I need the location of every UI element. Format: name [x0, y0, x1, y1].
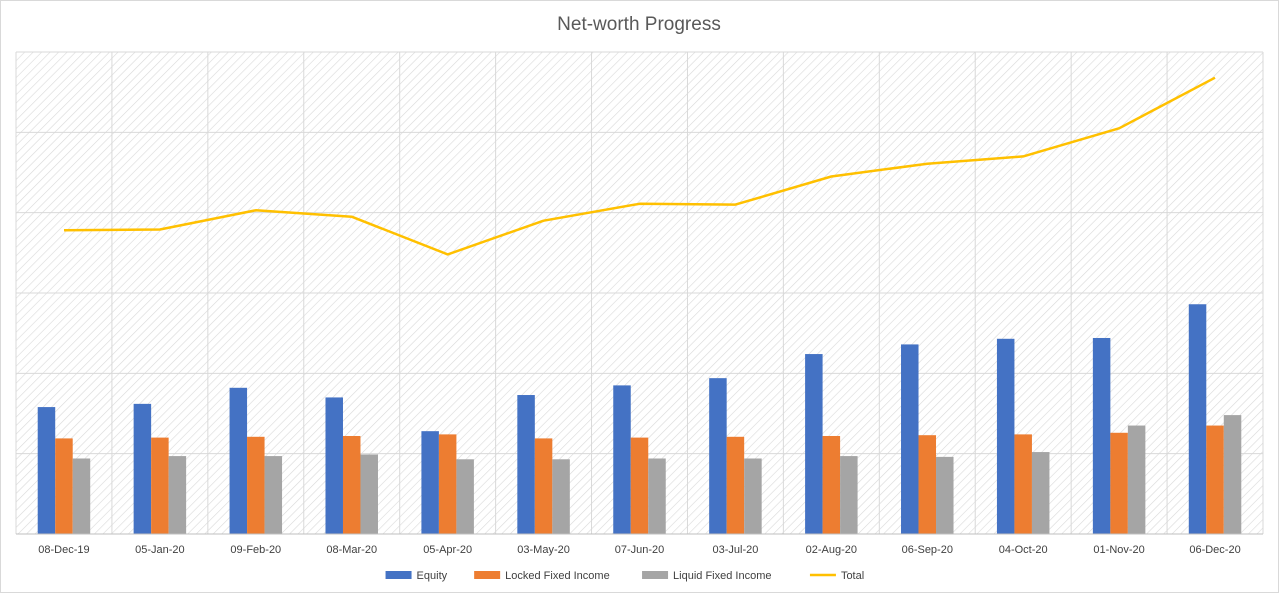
- legend: Equity Locked Fixed Income Liquid Fixed In…: [385, 570, 864, 582]
- bar-liquid-fixed-income: [840, 456, 858, 534]
- legend-label: Locked Fixed Income: [505, 570, 610, 582]
- bar-liquid-fixed-income: [648, 458, 666, 534]
- bar-equity: [1092, 337, 1111, 534]
- bar-locked-fixed-income: [1110, 432, 1128, 534]
- x-tick-label: 07-Jun-20: [615, 544, 665, 556]
- legend-item: Total: [809, 570, 864, 582]
- line-total: [63, 76, 1216, 256]
- chart-title: Net-worth Progress: [557, 14, 721, 35]
- bar-locked-fixed-income: [822, 435, 841, 534]
- bar-equity: [37, 407, 56, 534]
- bar-locked-fixed-income: [630, 437, 649, 534]
- bar-locked-fixed-income: [151, 437, 169, 534]
- bar-liquid-fixed-income: [552, 459, 570, 534]
- bar-locked-fixed-income: [247, 436, 265, 534]
- x-tick-label: 09-Feb-20: [230, 544, 281, 556]
- x-tick-label: 05-Apr-20: [423, 544, 472, 556]
- bar-equity: [325, 397, 343, 534]
- legend-label: Liquid Fixed Income: [673, 570, 771, 582]
- bar-equity: [805, 354, 823, 534]
- bar-locked-fixed-income: [918, 435, 937, 534]
- bar-liquid-fixed-income: [456, 459, 474, 534]
- x-tick-label: 06-Sep-20: [902, 544, 953, 556]
- bar-equity: [421, 431, 439, 534]
- plot-area: 08-Dec-19 05-Jan-20 09-Feb-20 08-Mar-20 05-A…: [15, 51, 1264, 556]
- x-tick-label: 08-Dec-19: [38, 544, 89, 556]
- legend-item: Equity: [385, 570, 448, 582]
- bar-equity: [1188, 304, 1207, 534]
- bar-liquid-fixed-income: [1031, 452, 1050, 534]
- bar-locked-fixed-income: [726, 436, 745, 534]
- bar-locked-fixed-income: [534, 438, 553, 534]
- bar-equity: [996, 338, 1015, 534]
- legend-swatch: [642, 571, 669, 579]
- legend-swatch: [385, 571, 412, 579]
- x-tick-label: 05-Jan-20: [135, 544, 185, 556]
- bar-locked-fixed-income: [438, 434, 457, 534]
- x-tick-label: 06-Dec-20: [1189, 544, 1240, 556]
- bar-liquid-fixed-income: [936, 456, 954, 534]
- bar-liquid-fixed-income: [168, 456, 187, 534]
- x-tick-label: 03-Jul-20: [712, 544, 758, 556]
- bar-liquid-fixed-income: [72, 458, 91, 534]
- legend-label: Equity: [417, 570, 448, 582]
- bar-locked-fixed-income: [1206, 425, 1224, 534]
- bar-equity: [133, 403, 152, 534]
- bar-liquid-fixed-income: [1223, 415, 1242, 534]
- bar-equity: [709, 378, 727, 534]
- bar-equity: [517, 395, 535, 534]
- bar-equity: [229, 387, 248, 534]
- bar-locked-fixed-income: [342, 435, 361, 534]
- x-tick-label: 03-May-20: [517, 544, 570, 556]
- legend-item: Locked Fixed Income: [474, 570, 610, 582]
- x-tick-label: 02-Aug-20: [806, 544, 857, 556]
- x-tick-label: 08-Mar-20: [326, 544, 377, 556]
- x-tick-label: 04-Oct-20: [999, 544, 1048, 556]
- x-tick-label: 01-Nov-20: [1093, 544, 1144, 556]
- bar-liquid-fixed-income: [1127, 425, 1146, 534]
- bar-equity: [901, 344, 919, 534]
- legend-label: Total: [841, 570, 864, 582]
- bar-liquid-fixed-income: [744, 458, 762, 534]
- bar-liquid-fixed-income: [360, 454, 378, 534]
- legend-swatch: [474, 571, 501, 579]
- bar-locked-fixed-income: [55, 438, 73, 534]
- bar-equity: [613, 385, 631, 534]
- bar-liquid-fixed-income: [264, 456, 283, 534]
- bar-locked-fixed-income: [1014, 434, 1032, 534]
- legend-item: Liquid Fixed Income: [642, 570, 772, 582]
